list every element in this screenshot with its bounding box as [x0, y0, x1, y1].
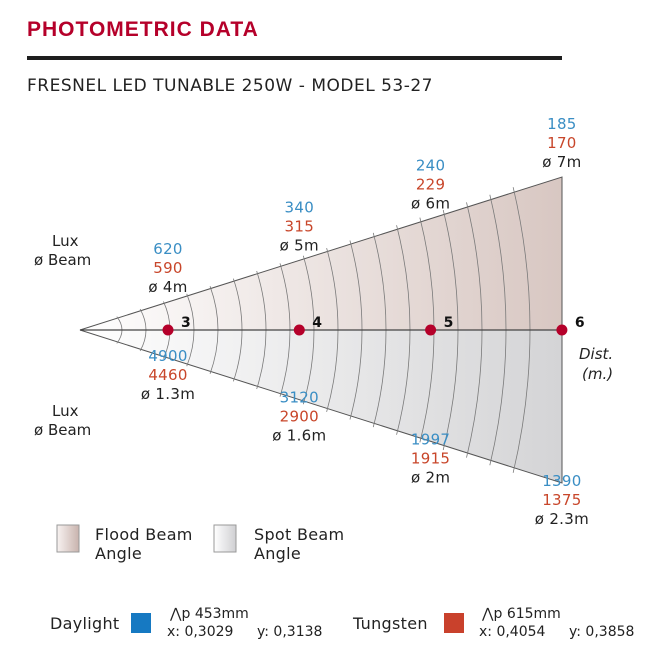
flood-lux-daylight: 185: [547, 115, 577, 133]
distance-tick-label: 6: [575, 315, 585, 331]
flood-legend-label: Flood Beam Angle: [95, 525, 193, 563]
spot-lux-tungsten: 4460: [148, 366, 187, 384]
spot-lux-daylight: 3120: [280, 389, 319, 407]
distance-marker: [293, 324, 305, 336]
tungsten-x-coord: x: 0,4054: [479, 624, 546, 640]
spot-beam-diameter: ø 1.3m: [141, 385, 195, 403]
model-subtitle: FRESNEL LED TUNABLE 250W - MODEL 53-27: [27, 76, 433, 96]
spot-lux-tungsten: 2900: [280, 408, 319, 426]
daylight-y-coord: y: 0,3138: [257, 624, 323, 640]
flood-lux-daylight: 620: [153, 240, 183, 258]
tungsten-y-coord: y: 0,3858: [569, 624, 635, 640]
spot-beam-diameter: ø 2m: [411, 468, 450, 486]
spot-lux-daylight: 4900: [148, 347, 187, 365]
spot-lux-tungsten: 1915: [411, 449, 450, 467]
distance-marker: [425, 324, 437, 336]
distance-tick-label: 4: [312, 315, 322, 331]
spot-lux-tungsten: 1375: [542, 491, 581, 509]
flood-beam-diameter: ø 5m: [280, 236, 319, 254]
daylight-wavelength: ⋀p 453mm: [170, 606, 249, 622]
flood-lux-daylight: 240: [416, 157, 446, 175]
distance-marker: [162, 324, 174, 336]
row-label-lux-spot: Lux: [52, 402, 79, 420]
flood-beam-diameter: ø 7m: [542, 153, 581, 171]
spot-beam-diameter: ø 1.6m: [272, 427, 326, 445]
spot-beam-diameter: ø 2.3m: [535, 510, 589, 528]
flood-legend-swatch: [56, 524, 80, 553]
spot-legend-line1: Spot Beam: [254, 525, 345, 544]
distance-tick-label: 5: [444, 315, 454, 331]
flood-legend-line2: Angle: [95, 544, 143, 563]
daylight-swatch: [131, 613, 151, 633]
distance-marker: [556, 324, 568, 336]
flood-beam-diameter: ø 6m: [411, 195, 450, 213]
flood-lux-tungsten: 315: [285, 217, 315, 235]
spot-legend-line2: Angle: [254, 544, 302, 563]
row-label-beam-spot: ø Beam: [34, 421, 91, 439]
flood-legend-line1: Flood Beam: [95, 525, 193, 544]
spot-legend-label: Spot Beam Angle: [254, 525, 344, 563]
flood-lux-tungsten: 590: [153, 259, 183, 277]
distance-unit-label: (m.): [582, 365, 613, 383]
row-label-beam-flood: ø Beam: [34, 251, 91, 269]
tungsten-label: Tungsten: [353, 614, 428, 633]
title-divider: [27, 56, 562, 60]
distance-label: Dist.: [579, 345, 613, 363]
daylight-x-coord: x: 0,3029: [167, 624, 234, 640]
flood-beam-diameter: ø 4m: [148, 278, 187, 296]
daylight-label: Daylight: [50, 614, 120, 633]
spot-legend-swatch: [213, 524, 237, 553]
page-title: PHOTOMETRIC DATA: [27, 18, 259, 41]
spot-lux-daylight: 1997: [411, 430, 450, 448]
tungsten-swatch: [444, 613, 464, 633]
flood-lux-daylight: 340: [285, 198, 315, 216]
distance-tick-label: 3: [181, 315, 191, 331]
spot-lux-daylight: 1390: [542, 472, 581, 490]
tungsten-wavelength: ⋀p 615mm: [482, 606, 561, 622]
row-label-lux-flood: Lux: [52, 232, 79, 250]
flood-lux-tungsten: 170: [547, 134, 577, 152]
flood-lux-tungsten: 229: [416, 176, 446, 194]
